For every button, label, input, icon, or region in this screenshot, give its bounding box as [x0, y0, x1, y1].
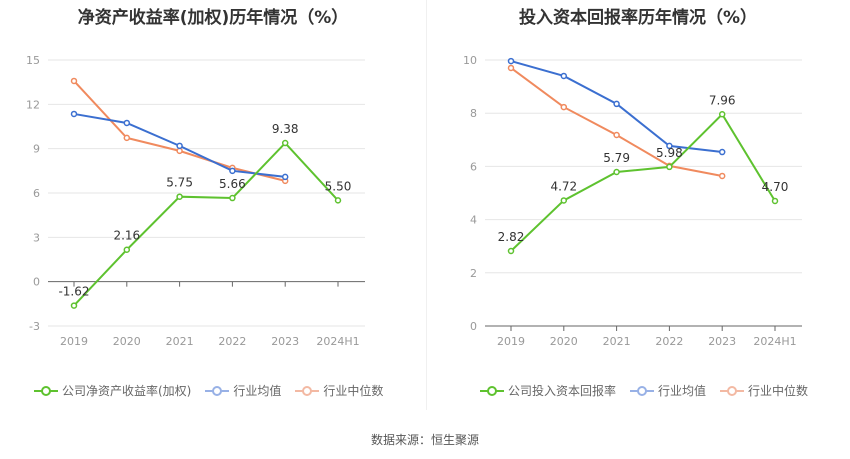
- data-point: [334, 197, 342, 204]
- data-point: [123, 119, 131, 127]
- y-tick-label: 12: [26, 98, 40, 111]
- x-tick-label: 2021: [166, 335, 194, 348]
- legend-label: 行业中位数: [748, 384, 809, 398]
- data-point: [718, 111, 726, 118]
- data-point: [666, 142, 673, 150]
- y-tick-label: 0: [470, 320, 477, 333]
- data-label: 9.38: [272, 122, 299, 136]
- data-label: 5.75: [166, 176, 193, 190]
- y-tick-label: 4: [470, 214, 477, 227]
- chart-title-roe: 净资产收益率(加权)历年情况（%）: [77, 8, 349, 28]
- data-point: [176, 142, 183, 150]
- data-point: [560, 197, 568, 204]
- legend-label: 公司投入资本回报率: [508, 384, 617, 398]
- data-point: [613, 100, 620, 108]
- x-tick-label: 2020: [550, 335, 578, 348]
- series-line-median: [73, 80, 286, 182]
- data-point: [666, 163, 673, 171]
- data-label: 5.66: [219, 177, 246, 191]
- chart-title-roic: 投入资本回报率历年情况（%）: [518, 8, 758, 28]
- legend-item-avg[interactable]: 行业均值: [205, 382, 281, 399]
- data-label: 5.98: [656, 146, 683, 160]
- chart-1: 0 2 4 6 8 10 2019 2020 2021 2022 2023 2024H1 2.82 4.7…: [463, 54, 802, 348]
- data-label: 5.50: [325, 179, 352, 193]
- data-label: 2.82: [498, 230, 525, 244]
- data-point: [281, 173, 289, 181]
- data-point: [613, 131, 620, 139]
- data-point: [70, 77, 78, 85]
- data-point: [718, 172, 726, 180]
- x-tick-label: 2023: [708, 335, 736, 348]
- data-point: [176, 193, 183, 200]
- legend-item-median[interactable]: 行业中位数: [720, 382, 808, 399]
- legend-line-icon: [480, 385, 504, 396]
- x-tick-label: 2022: [218, 335, 246, 348]
- legend-line-icon: [295, 385, 320, 396]
- legend-line-icon: [630, 385, 655, 396]
- legend-line-icon: [205, 385, 230, 396]
- data-point: [229, 167, 236, 175]
- data-point: [507, 247, 515, 255]
- legend-line-icon: [720, 385, 745, 396]
- data-point: [560, 72, 568, 80]
- data-point: [771, 197, 779, 205]
- series-line-company: [73, 141, 339, 307]
- x-tick-label: 2020: [113, 335, 141, 348]
- data-point: [176, 147, 183, 155]
- legend-line-icon: [34, 385, 58, 396]
- data-point: [718, 148, 726, 156]
- x-tick-label: 2023: [271, 335, 299, 348]
- y-tick-label: 10: [463, 54, 477, 67]
- y-tick-label: -3: [29, 320, 40, 333]
- data-point: [613, 168, 620, 176]
- legend-item-median[interactable]: 行业中位数: [295, 382, 383, 399]
- y-tick-label: 0: [33, 276, 40, 289]
- legend-label: 行业中位数: [323, 384, 384, 398]
- y-tick-label: 3: [33, 231, 40, 244]
- legend-roe: 公司净资产收益率(加权) 行业均值 行业中位数: [34, 382, 383, 399]
- x-tick-label: 2022: [655, 335, 683, 348]
- data-label: 7.96: [709, 93, 736, 107]
- series-line-company: [510, 112, 776, 252]
- legend-label: 公司净资产收益率(加权): [62, 384, 192, 398]
- legend-item-company[interactable]: 公司投入资本回报率: [480, 382, 616, 399]
- data-point: [507, 64, 515, 72]
- data-point: [507, 57, 515, 65]
- y-tick-label: 9: [33, 143, 40, 156]
- data-point: [123, 134, 131, 142]
- x-tick-label: 2019: [497, 335, 525, 348]
- data-label: 4.70: [762, 180, 789, 194]
- y-tick-label: 8: [470, 107, 477, 120]
- legend-roic: 公司投入资本回报率 行业均值 行业中位数: [480, 382, 808, 399]
- legend-item-avg[interactable]: 行业均值: [630, 382, 706, 399]
- x-tick-label: 2024H1: [316, 335, 359, 348]
- y-tick-label: 2: [470, 267, 477, 280]
- data-label: 5.79: [603, 151, 630, 165]
- y-tick-label: 6: [33, 187, 40, 200]
- y-tick-label: 15: [26, 54, 40, 67]
- data-point: [123, 246, 131, 253]
- legend-label: 行业均值: [233, 384, 282, 398]
- legend-label: 行业均值: [658, 384, 707, 398]
- data-label: -1.62: [58, 285, 89, 299]
- x-tick-label: 2021: [603, 335, 631, 348]
- data-source: 数据来源：恒生聚源: [370, 433, 479, 447]
- y-tick-label: 6: [470, 160, 477, 173]
- data-label: 2.16: [113, 229, 140, 243]
- data-point: [229, 194, 236, 202]
- divider: [426, 0, 427, 410]
- chart-0: -3 0 3 6 9 12 15 2019 2020 2021 2022 2023 2024H1 -1.6…: [26, 54, 365, 348]
- data-point: [281, 139, 289, 147]
- data-point: [70, 110, 78, 118]
- data-label: 4.72: [550, 179, 577, 193]
- x-tick-label: 2019: [60, 335, 88, 348]
- legend-item-company[interactable]: 公司净资产收益率(加权): [34, 382, 191, 399]
- data-point: [560, 103, 568, 111]
- data-point: [70, 302, 78, 309]
- x-tick-label: 2024H1: [753, 335, 796, 348]
